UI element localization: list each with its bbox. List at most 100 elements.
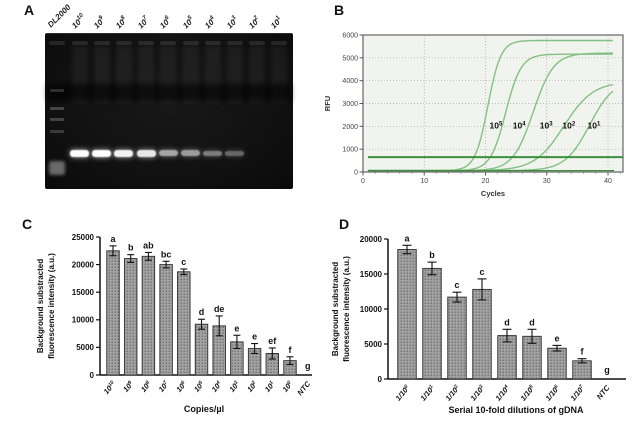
bar: [472, 288, 492, 380]
y-tick-label: 10000: [72, 316, 95, 325]
x-category-label: 105: [192, 379, 206, 393]
significance-letter: d: [529, 317, 535, 327]
gel-well: [182, 41, 199, 45]
gel-lane-label: 101: [269, 14, 283, 31]
bar: [141, 255, 156, 376]
gel-product-band: [158, 150, 178, 156]
significance-letter: a: [110, 234, 116, 244]
x-category-label: 108: [139, 379, 153, 393]
gel-lane-label: 109: [91, 14, 105, 31]
gel-product-band: [203, 150, 223, 156]
x-axis-title: Copies/µl: [184, 404, 224, 414]
significance-letter: f: [581, 347, 585, 357]
y-tick-label: 0: [378, 375, 383, 384]
x-tick-label: 20: [482, 178, 490, 185]
y-tick-label: 5000: [76, 343, 94, 352]
gel-product-band: [136, 149, 156, 157]
x-category-label: 1/101: [418, 383, 436, 402]
x-axis-title: Cycles: [481, 189, 505, 198]
x-category-label: 1010: [102, 379, 118, 396]
significance-letter: e: [252, 332, 257, 342]
x-category-label: 1/102: [443, 383, 461, 402]
gel-panel: DL2000 1010 109 108 107 106 105 104 103 102 101: [0, 0, 316, 212]
x-tick-label: 10: [420, 178, 428, 185]
gel-well: [226, 41, 243, 45]
y-axis-title: Background substracted: [36, 259, 45, 353]
x-category-label: 109: [121, 379, 135, 393]
x-category-label: 1/106: [543, 383, 561, 402]
y-tick-label: 15000: [360, 270, 383, 279]
curve-label: 103: [540, 121, 553, 131]
significance-letter: c: [181, 257, 186, 267]
x-category-label: 1/105: [518, 383, 536, 402]
y-axis-title: fluorescence intensity (a.u.): [47, 253, 56, 359]
curve-label: 104: [513, 121, 526, 131]
curve-label: 102: [562, 121, 575, 131]
significance-letter: bc: [161, 249, 172, 259]
x-category-label: NTC: [595, 383, 612, 401]
gel-well: [49, 41, 65, 45]
gel-lane-label: 105: [180, 14, 194, 31]
gel-ladder-band: [50, 118, 64, 121]
significance-letter: b: [128, 243, 134, 253]
bar: [547, 347, 567, 380]
y-tick-label: 0: [90, 371, 95, 380]
x-category-label: 107: [157, 379, 171, 393]
y-axis-title: fluorescence intensity (a.u.): [342, 256, 351, 362]
x-category-label: 106: [174, 379, 188, 393]
bar: [123, 258, 138, 376]
gel-product-band: [92, 149, 112, 157]
gel-well: [204, 41, 221, 45]
bar: [447, 296, 467, 380]
panel-d-label: D: [339, 216, 350, 232]
gel-product-band: [225, 150, 245, 156]
x-category-label: 101: [263, 379, 277, 393]
bar-chart-copies: 0 5000 10000 15000 20000 25000 a 1010 b 109 ab 108 b…: [36, 233, 313, 414]
significance-letter: f: [289, 345, 293, 355]
bar-chart-dilutions: 0 5000 10000 15000 20000 a 1/100 b 1/101 c 1/102 c 1…: [331, 233, 626, 415]
significance-letter: de: [214, 304, 225, 314]
y-axis-title: RFU: [323, 96, 332, 111]
y-tick-label: 2000: [342, 124, 358, 131]
significance-letter: d: [199, 307, 205, 317]
significance-letter: e: [234, 323, 239, 333]
bar: [572, 360, 592, 380]
bar: [194, 323, 209, 376]
gel-lane-label: 107: [136, 14, 149, 31]
curve-label: 101: [588, 121, 601, 131]
gel-well: [271, 41, 288, 45]
gel-well: [138, 41, 155, 45]
gel-ladder-band: [50, 89, 64, 92]
x-category-label: 1/100: [393, 383, 411, 402]
y-tick-label: 25000: [72, 233, 95, 242]
x-category-label: 103: [227, 379, 241, 393]
y-axis-title: Background substracted: [331, 262, 340, 356]
amplification-plot: 0 10 20 30 40 0 1000 2000 3000 4000 5000 6000 RFU Cyc…: [323, 33, 624, 198]
y-tick-label: 5000: [342, 55, 358, 62]
x-category-label: 1/104: [493, 383, 511, 402]
bar: [177, 271, 191, 376]
y-tick-label: 20000: [72, 260, 95, 269]
significance-letter: ef: [268, 336, 277, 346]
significance-letter: g: [604, 365, 610, 375]
bar: [422, 267, 442, 380]
y-tick-label: 5000: [364, 340, 382, 349]
x-category-label: 1/103: [468, 383, 486, 402]
y-tick-label: 1000: [342, 147, 358, 154]
gel-ladder-band: [50, 107, 64, 110]
bar: [159, 264, 173, 376]
y-tick-label: 6000: [342, 33, 358, 40]
panel-b-label: B: [334, 2, 345, 18]
gel-lane-label: DL2000: [45, 2, 73, 30]
y-tick-label: 3000: [342, 101, 358, 108]
y-tick-label: 0: [354, 170, 358, 177]
significance-letter: c: [479, 267, 484, 277]
gel-lane-label: 104: [202, 14, 216, 31]
x-category-label: 1/107: [568, 383, 586, 402]
significance-letter: e: [554, 333, 559, 343]
gel-product-band: [181, 150, 200, 156]
gel-lane-label: 108: [113, 14, 127, 31]
gel-product-band: [70, 149, 89, 157]
significance-letter: g: [305, 361, 311, 371]
